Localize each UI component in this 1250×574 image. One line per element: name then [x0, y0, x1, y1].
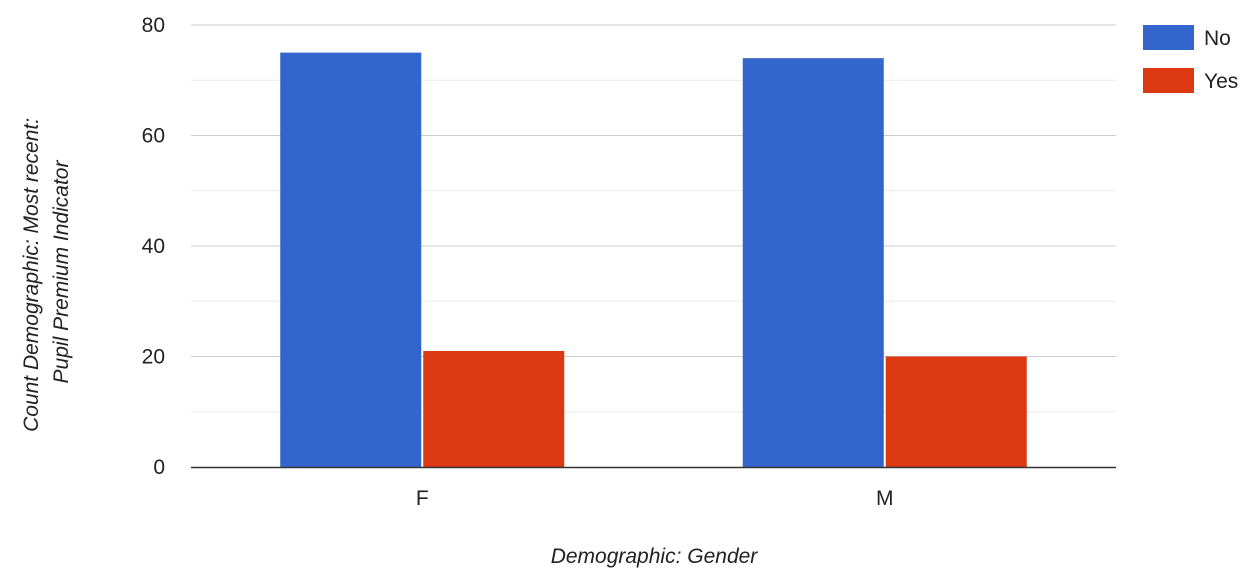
bars	[280, 52, 1027, 468]
y-tick-label: 60	[142, 125, 165, 148]
y-tick-label: 80	[142, 14, 165, 37]
bar-no-m[interactable]	[742, 58, 884, 468]
y-tick-label: 20	[142, 346, 165, 369]
x-tick-label: M	[876, 487, 894, 510]
x-tick-label: F	[416, 487, 429, 510]
y-axis-title: Count Demographic: Most recent: Pupil Pr…	[20, 112, 73, 432]
legend-swatch-yes	[1143, 68, 1194, 93]
y-tick-label: 40	[142, 235, 165, 258]
y-axis-title-line-1: Count Demographic: Most recent:	[20, 118, 43, 432]
bar-yes-f[interactable]	[423, 350, 565, 467]
bar-no-f[interactable]	[280, 52, 422, 467]
y-axis-title-line-2: Pupil Premium Indicator	[50, 160, 73, 384]
legend-label-yes: Yes	[1204, 70, 1238, 93]
legend: No Yes	[1143, 25, 1238, 93]
legend-label-no: No	[1204, 27, 1231, 50]
bar-yes-m[interactable]	[885, 356, 1027, 468]
y-tick-label: 0	[153, 456, 165, 479]
x-axis-title: Demographic: Gender	[551, 545, 759, 568]
y-axis-ticks: 0 20 40 60 80	[142, 14, 165, 479]
legend-swatch-no	[1143, 25, 1194, 50]
